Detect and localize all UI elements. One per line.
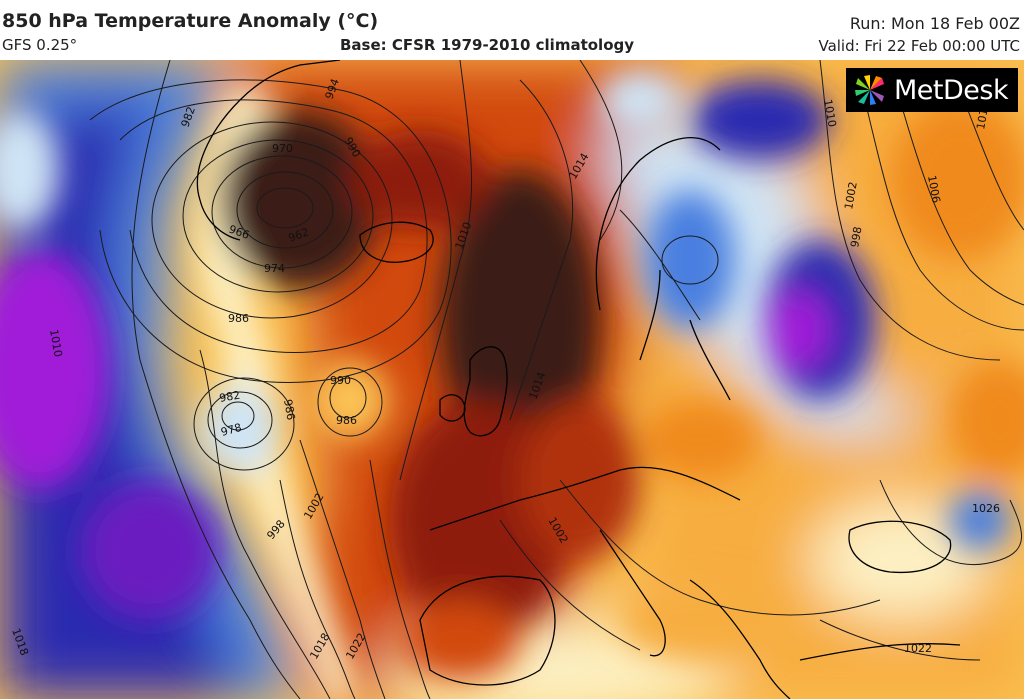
map-title: 850 hPa Temperature Anomaly (°C) bbox=[2, 10, 379, 32]
map-header: 850 hPa Temperature Anomaly (°C) GFS 0.2… bbox=[0, 0, 1024, 60]
isobar-label: 986 bbox=[336, 414, 357, 427]
isobar-label: 986 bbox=[281, 398, 297, 421]
isobar-label: 974 bbox=[264, 262, 285, 275]
metdesk-logo: MetDesk bbox=[846, 68, 1018, 112]
isobar-label: 982 bbox=[218, 389, 241, 405]
anomaly-map: 1014 994 990 970 982 966 962 974 986 101… bbox=[0, 60, 1024, 699]
isobar-label: 1026 bbox=[972, 502, 1000, 515]
isobar-label: 1010 bbox=[821, 98, 839, 128]
isobar-label: 998 bbox=[848, 226, 864, 249]
isobar-label: 1006 bbox=[925, 174, 943, 204]
valid-time-label: Valid: Fri 22 Feb 00:00 UTC bbox=[818, 37, 1020, 55]
climatology-base-label: Base: CFSR 1979-2010 climatology bbox=[340, 36, 635, 54]
isobar-label: 978 bbox=[219, 421, 243, 439]
isobars bbox=[89, 60, 1024, 699]
model-label: GFS 0.25° bbox=[2, 36, 78, 54]
isobar-label: 1010 bbox=[47, 328, 65, 358]
isobar-label: 986 bbox=[228, 312, 249, 325]
isobar-label: 1022 bbox=[904, 642, 932, 655]
anomaly-field-detail bbox=[0, 70, 1024, 699]
isobar-label: 1002 bbox=[842, 181, 860, 211]
metdesk-logo-text: MetDesk bbox=[894, 74, 1009, 106]
anomaly-map-svg: 1014 994 990 970 982 966 962 974 986 101… bbox=[0, 60, 1024, 699]
isobar-label: 970 bbox=[272, 142, 293, 155]
coastlines bbox=[196, 60, 961, 699]
metdesk-pinwheel-icon bbox=[855, 75, 884, 105]
run-time-label: Run: Mon 18 Feb 00Z bbox=[849, 14, 1020, 33]
isobar-label: 990 bbox=[330, 374, 351, 387]
